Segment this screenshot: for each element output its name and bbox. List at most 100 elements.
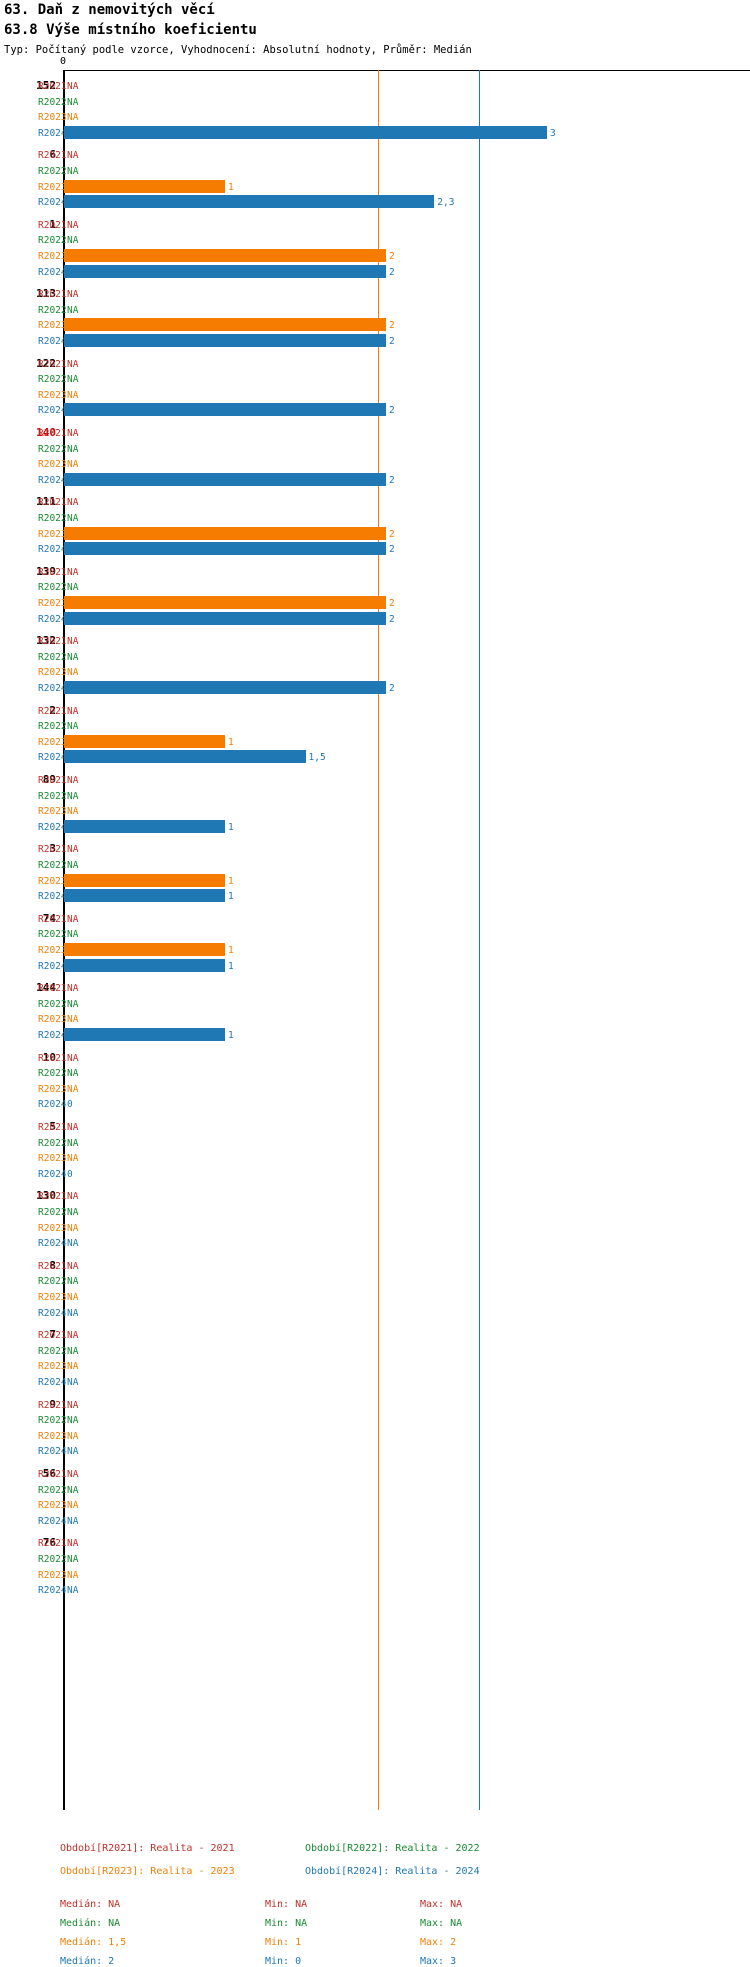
na-value: NA	[67, 1014, 79, 1026]
bar-r2023[interactable]	[64, 526, 386, 540]
bar-r2023[interactable]	[64, 734, 225, 748]
na-value: NA	[67, 1553, 79, 1565]
na-value: NA	[67, 428, 79, 439]
na-value: NA	[67, 1446, 79, 1458]
group-label: 139	[36, 564, 56, 578]
bar-r2023[interactable]	[64, 942, 225, 956]
bar-r2024[interactable]	[64, 542, 386, 556]
chart-row: R2023 2	[38, 318, 395, 332]
chart-row: R2023 NA	[38, 1014, 79, 1026]
chart-row: R2024 1	[38, 958, 234, 972]
legend-item-0[interactable]: Období[R2021]: Realita - 2021	[60, 1843, 235, 1854]
chart-row: R2023 NA	[38, 1569, 79, 1581]
chart-row: 9 R2021 NA	[0, 1397, 750, 1413]
chart-row: R2023 1	[38, 734, 234, 748]
bar-value-label: 2	[389, 474, 395, 486]
chart-group: 3 R2021 NA R2022 NA R2023 1 R2024 1	[0, 841, 750, 903]
chart-row: R2022 NA	[38, 374, 79, 386]
chart-plot-area: 152 R2021 NA R2022 NA R2023 NA R2024 3 6 R2021 NA R2…	[0, 70, 750, 1810]
chart-row: 111 R2021 NA	[0, 494, 750, 510]
bar-value-label: 1	[228, 944, 234, 956]
bar-r2024[interactable]	[64, 472, 386, 486]
na-value: NA	[67, 705, 79, 717]
na-value: NA	[67, 165, 79, 177]
chart-row: R2023 NA	[38, 389, 79, 401]
bar-r2023[interactable]	[64, 318, 386, 332]
group-label: 56	[42, 1467, 56, 1480]
stat-max-2: Max: 2	[420, 1937, 457, 1948]
na-value: NA	[67, 497, 79, 509]
bar-value-label: 1	[228, 736, 234, 748]
group-label: 130	[36, 1189, 56, 1203]
na-value: NA	[67, 358, 79, 370]
bar-value-label: 2	[389, 405, 395, 417]
chart-row: R2022 NA	[38, 443, 79, 455]
na-value: NA	[67, 1052, 79, 1064]
chart-group: 122 R2021 NA R2022 NA R2023 NA R2024 2	[0, 356, 750, 418]
na-value: NA	[67, 374, 79, 386]
na-value: NA	[67, 304, 79, 316]
na-value: NA	[67, 636, 79, 648]
na-value: NA	[67, 1585, 79, 1597]
chart-row: R2024 0	[38, 1168, 73, 1180]
na-value: NA	[67, 651, 79, 663]
bar-r2023[interactable]	[64, 873, 225, 887]
chart-row: R2022 NA	[38, 1484, 79, 1496]
legend-item-3[interactable]: Období[R2024]: Realita - 2024	[305, 1866, 480, 1877]
bar-r2024[interactable]	[64, 819, 225, 833]
chart-row: R2024 NA	[38, 1446, 79, 1458]
chart-row: 8 R2021 NA	[0, 1258, 750, 1274]
chart-group: 56 R2021 NA R2022 NA R2023 NA R2024 NA	[0, 1466, 750, 1528]
bar-r2024[interactable]	[64, 264, 386, 278]
chart-row: R2022 NA	[38, 929, 79, 941]
bar-r2024[interactable]	[64, 1027, 225, 1041]
bar-r2024[interactable]	[64, 611, 386, 625]
bar-r2023[interactable]	[64, 248, 386, 262]
bar-r2024[interactable]	[64, 958, 225, 972]
chart-group: 113 R2021 NA R2022 NA R2023 2 R2024 2	[0, 286, 750, 348]
na-value: NA	[67, 1191, 79, 1203]
bar-r2024[interactable]	[64, 889, 225, 903]
chart-row: R2022 NA	[38, 998, 79, 1010]
chart-group: 89 R2021 NA R2022 NA R2023 NA R2024 1	[0, 772, 750, 834]
group-label: 122	[36, 356, 56, 370]
bar-r2023[interactable]	[64, 595, 386, 609]
na-value: NA	[67, 1307, 79, 1319]
bar-value-label: 2	[389, 613, 395, 625]
bar-r2024[interactable]	[64, 333, 386, 347]
na-value: NA	[67, 806, 79, 818]
chart-row: R2024 NA	[38, 1376, 79, 1388]
bar-r2024[interactable]	[64, 125, 547, 139]
bar-value-label: 3	[550, 127, 556, 139]
chart-row: R2022 NA	[38, 582, 79, 594]
group-label: 10	[42, 1050, 56, 1064]
bar-r2024[interactable]	[64, 403, 386, 417]
chart-row: R2024 0	[38, 1099, 73, 1111]
stat-min-1: Min: NA	[265, 1918, 308, 1929]
na-value: NA	[67, 1469, 79, 1480]
bar-r2024[interactable]	[64, 680, 386, 694]
bar-value-label: 2	[389, 266, 395, 278]
na-value: NA	[67, 112, 79, 124]
chart-group: 132 R2021 NA R2022 NA R2023 NA R2024 2	[0, 633, 750, 695]
bar-value-label: 1	[228, 181, 234, 193]
chart-row: 89 R2021 NA	[0, 772, 750, 788]
bar-value-label: 1	[228, 875, 234, 887]
chart-group: 144 R2021 NA R2022 NA R2023 NA R2024 1	[0, 980, 750, 1042]
chart-row: 139 R2021 NA	[0, 564, 750, 580]
chart-row: R2023 NA	[38, 1291, 79, 1303]
chart-row: R2022 NA	[38, 1345, 79, 1357]
bar-r2023[interactable]	[64, 179, 225, 193]
na-value: NA	[67, 1276, 79, 1288]
chart-row: R2023 1	[38, 179, 234, 193]
legend-item-2[interactable]: Období[R2023]: Realita - 2023	[60, 1866, 235, 1877]
chart-row: R2024 1	[38, 1027, 234, 1041]
chart-row: R2024 NA	[38, 1238, 79, 1250]
bar-r2024[interactable]	[64, 195, 435, 209]
group-label: 3	[49, 842, 56, 856]
legend-item-1[interactable]: Období[R2022]: Realita - 2022	[305, 1843, 480, 1854]
chart-row: R2023 NA	[38, 1153, 79, 1165]
bar-r2024[interactable]	[64, 750, 306, 764]
chart-row: 2 R2021 NA	[0, 703, 750, 719]
bar-value-label: 2	[389, 682, 395, 694]
